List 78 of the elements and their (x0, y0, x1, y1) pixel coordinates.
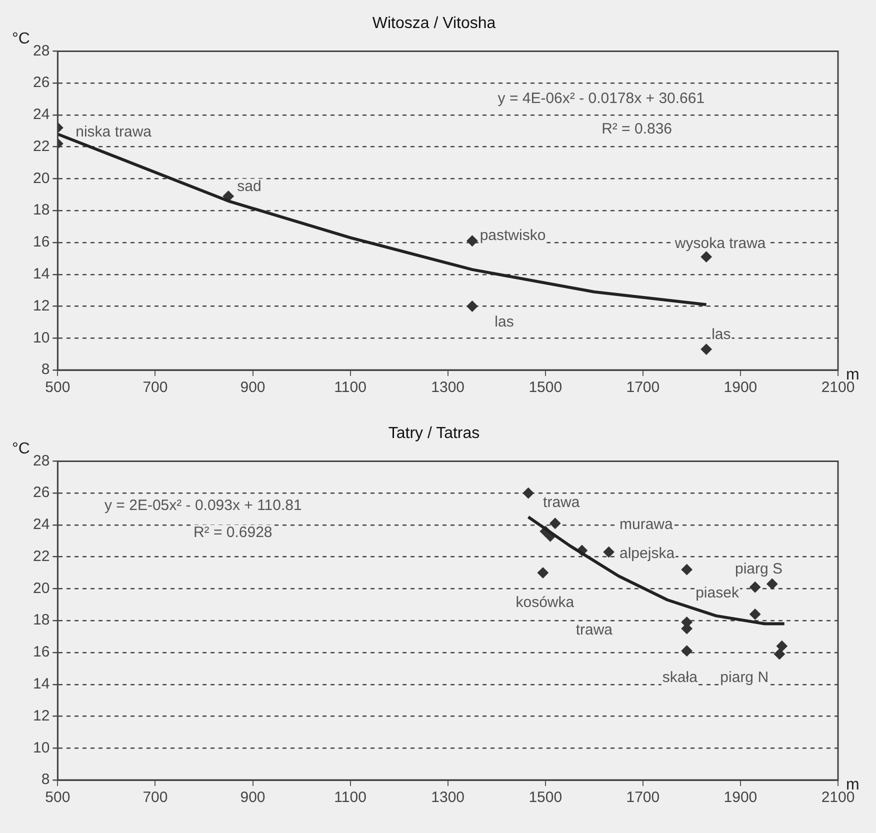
point (681, 564, 692, 576)
y-tick-label: 24 (32, 106, 50, 124)
x-tick-label: 1500 (528, 789, 562, 806)
chart-title: Tatry / Tatras (388, 425, 480, 442)
y-tick-label: 20 (32, 580, 50, 597)
y-tick-label: 12 (32, 707, 50, 724)
annotation: murawa (620, 516, 674, 534)
y-axis-title: °C (12, 440, 30, 458)
point (750, 608, 761, 620)
y-tick-label: 10 (32, 739, 50, 756)
x-tick-label: 1700 (626, 379, 660, 396)
point (774, 648, 785, 660)
x-tick-label: 700 (142, 379, 168, 396)
x-tick-label: 900 (240, 789, 266, 806)
annotation: piarg S (735, 560, 783, 578)
y-tick-label: 16 (32, 234, 50, 251)
point (522, 488, 534, 499)
y-tick-label: 16 (32, 644, 50, 661)
point (700, 251, 712, 262)
annotation: trawa (576, 621, 614, 638)
chart-title: Witosza / Vitosha (372, 15, 496, 32)
x-tick-label: 900 (240, 379, 266, 396)
x-tick-label: 1300 (431, 379, 465, 396)
y-tick-label: 12 (32, 297, 50, 314)
annotation: kosówka (516, 594, 575, 612)
point (766, 578, 778, 590)
y-tick-label: 8 (41, 361, 50, 378)
annotation: alpejska (620, 544, 676, 562)
x-tick-label: 500 (45, 379, 70, 396)
y-tick-label: 22 (32, 548, 50, 565)
y-axis-title: °C (12, 30, 30, 48)
annotation: niska trawa (76, 124, 152, 141)
point (776, 640, 788, 652)
annotation: y = 2E-05x² - 0.093x + 110.81 (104, 496, 302, 514)
annotation: wysoka trawa (674, 235, 766, 252)
annotation: piarg N (720, 669, 769, 686)
y-tick-label: 26 (32, 74, 50, 92)
y-tick-label: 8 (41, 771, 50, 788)
y-tick-label: 22 (32, 138, 50, 155)
annotation: pastwisko (480, 227, 546, 244)
point (466, 235, 478, 246)
annotation: R² = 0.836 (602, 120, 672, 138)
point (603, 546, 614, 558)
annotation: trawa (543, 494, 580, 511)
point (750, 582, 761, 593)
y-tick-label: 18 (32, 612, 50, 629)
point (466, 300, 478, 312)
annotation: y = 4E-06x² - 0.0178x + 30.661 (498, 90, 705, 108)
x-tick-label: 1900 (724, 789, 758, 806)
x-tick-label: 2100 (821, 789, 855, 806)
point (700, 344, 712, 355)
x-tick-label: 700 (142, 789, 168, 806)
point (550, 518, 561, 529)
x-tick-label: 1100 (334, 379, 366, 396)
y-tick-label: 14 (32, 266, 50, 282)
x-tick-label: 1300 (431, 789, 465, 806)
x-tick-label: 1700 (626, 789, 660, 806)
annotation: skała (662, 669, 698, 686)
annotation: las (494, 313, 514, 330)
annotation: sad (237, 178, 262, 195)
annotation: las (712, 326, 731, 344)
x-tick-label: 500 (45, 789, 70, 806)
annotation: piasek (696, 584, 740, 602)
point (681, 645, 692, 656)
y-tick-label: 28 (32, 452, 50, 470)
x-tick-label: 1900 (724, 379, 758, 396)
x-tick-label: 1500 (528, 379, 562, 396)
x-tick-label: 1100 (334, 789, 366, 806)
y-tick-label: 24 (32, 516, 50, 534)
y-tick-label: 26 (32, 484, 50, 502)
y-tick-label: 10 (32, 329, 50, 346)
x-tick-label: 2100 (821, 379, 855, 396)
y-tick-label: 14 (32, 676, 50, 692)
y-tick-label: 28 (32, 42, 50, 60)
point (537, 567, 548, 578)
annotation: R² = 0.6928 (193, 524, 272, 542)
y-tick-label: 18 (32, 202, 50, 219)
y-tick-label: 20 (32, 170, 50, 187)
